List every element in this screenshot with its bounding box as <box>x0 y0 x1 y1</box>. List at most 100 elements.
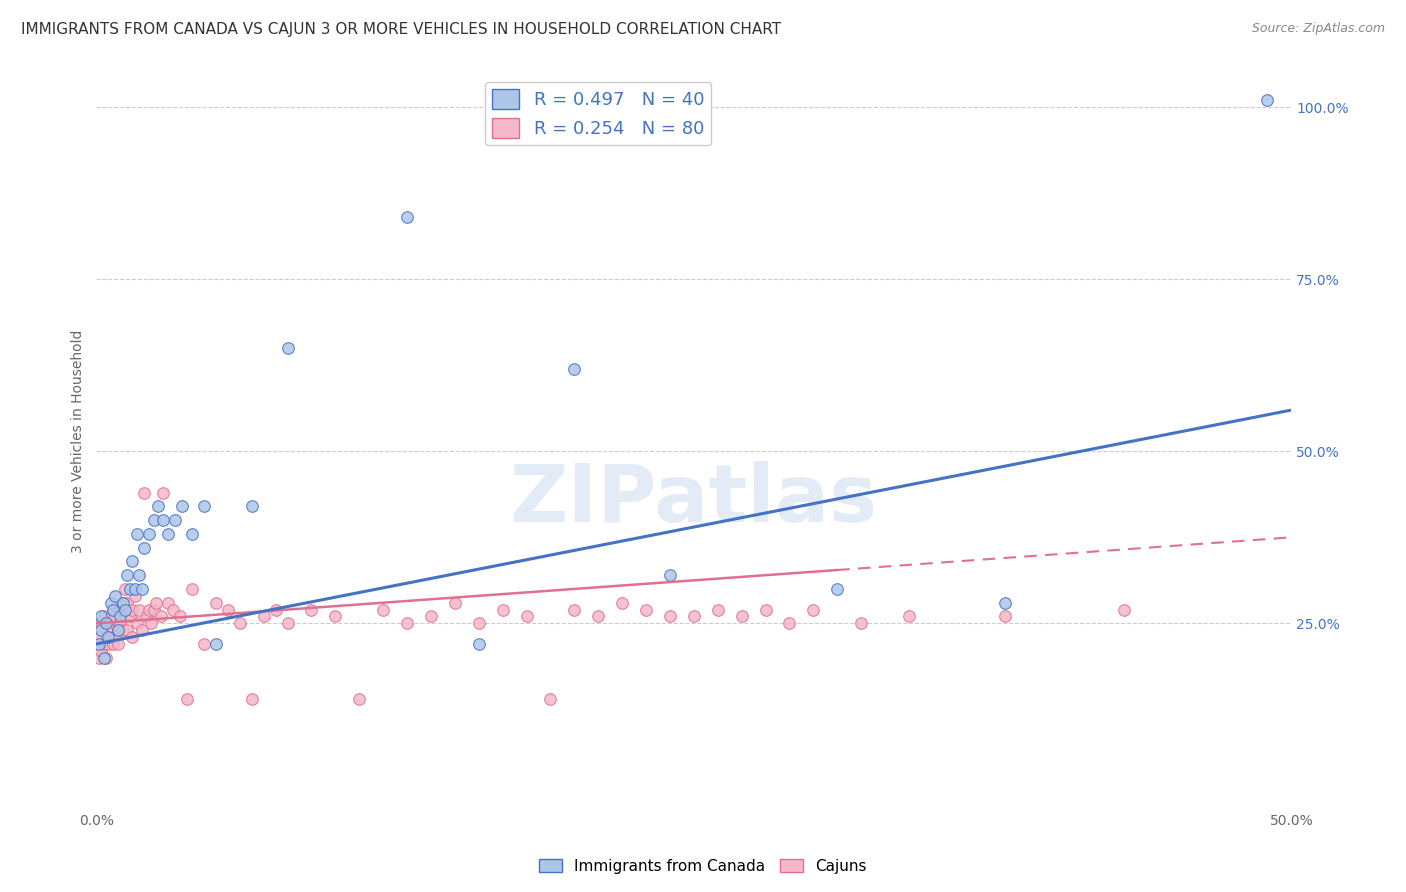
Point <box>110 609 132 624</box>
Point <box>240 500 263 514</box>
Point <box>229 616 252 631</box>
Point <box>107 624 129 638</box>
Point <box>301 602 323 616</box>
Point <box>142 602 165 616</box>
Point <box>117 568 139 582</box>
Point <box>172 500 194 514</box>
Point <box>118 582 141 596</box>
Point <box>157 596 180 610</box>
Point <box>468 616 491 631</box>
Point <box>157 527 180 541</box>
Point <box>181 582 204 596</box>
Point <box>217 602 239 616</box>
Point <box>682 609 704 624</box>
Point <box>93 609 115 624</box>
Point <box>138 527 160 541</box>
Point <box>240 692 263 706</box>
Point <box>124 582 146 596</box>
Point <box>100 596 122 610</box>
Point <box>125 616 148 631</box>
Point <box>176 692 198 706</box>
Point <box>90 624 112 638</box>
Point <box>114 609 136 624</box>
Point <box>121 554 143 568</box>
Point <box>118 609 141 624</box>
Point <box>107 624 129 638</box>
Point <box>264 602 287 616</box>
Point <box>1112 602 1135 616</box>
Point <box>124 589 146 603</box>
Point <box>131 624 153 638</box>
Point <box>90 616 112 631</box>
Point <box>181 527 204 541</box>
Point <box>87 630 110 644</box>
Point <box>93 650 115 665</box>
Point <box>97 630 120 644</box>
Point <box>111 596 134 610</box>
Point <box>128 568 150 582</box>
Point <box>93 637 115 651</box>
Point <box>97 637 120 651</box>
Point <box>121 630 143 644</box>
Point <box>420 609 443 624</box>
Point <box>101 602 124 616</box>
Point <box>993 596 1015 610</box>
Point <box>658 568 681 582</box>
Point <box>778 616 800 631</box>
Point <box>825 582 848 596</box>
Point <box>107 637 129 651</box>
Point <box>138 602 160 616</box>
Point <box>128 602 150 616</box>
Text: Source: ZipAtlas.com: Source: ZipAtlas.com <box>1251 22 1385 36</box>
Legend: R = 0.497   N = 40, R = 0.254   N = 80: R = 0.497 N = 40, R = 0.254 N = 80 <box>485 82 711 145</box>
Point <box>134 541 156 555</box>
Point <box>162 602 184 616</box>
Point <box>149 609 172 624</box>
Point <box>165 513 187 527</box>
Point <box>117 596 139 610</box>
Point <box>993 609 1015 624</box>
Point <box>492 602 515 616</box>
Point <box>562 602 585 616</box>
Point <box>101 602 124 616</box>
Point <box>610 596 633 610</box>
Point <box>111 596 134 610</box>
Point <box>634 602 657 616</box>
Point <box>131 582 153 596</box>
Point <box>117 624 139 638</box>
Point <box>515 609 537 624</box>
Text: IMMIGRANTS FROM CANADA VS CAJUN 3 OR MORE VEHICLES IN HOUSEHOLD CORRELATION CHAR: IMMIGRANTS FROM CANADA VS CAJUN 3 OR MOR… <box>21 22 782 37</box>
Point <box>754 602 776 616</box>
Point <box>87 637 110 651</box>
Point <box>110 602 132 616</box>
Point <box>134 485 156 500</box>
Point <box>111 624 134 638</box>
Point <box>706 602 728 616</box>
Point <box>277 616 299 631</box>
Point <box>110 616 132 631</box>
Point <box>100 624 122 638</box>
Point <box>94 650 117 665</box>
Point <box>538 692 561 706</box>
Point <box>114 582 136 596</box>
Point <box>90 644 112 658</box>
Point <box>135 609 157 624</box>
Point <box>104 609 127 624</box>
Point <box>169 609 191 624</box>
Point <box>193 500 215 514</box>
Point <box>349 692 371 706</box>
Point <box>1256 94 1278 108</box>
Point <box>277 341 299 355</box>
Point <box>373 602 395 616</box>
Point <box>101 637 124 651</box>
Point <box>152 485 174 500</box>
Point <box>849 616 872 631</box>
Point <box>114 602 136 616</box>
Point <box>325 609 347 624</box>
Point <box>468 637 491 651</box>
Text: ZIPatlas: ZIPatlas <box>510 461 877 539</box>
Point <box>730 609 752 624</box>
Point <box>562 361 585 376</box>
Point <box>658 609 681 624</box>
Point <box>142 513 165 527</box>
